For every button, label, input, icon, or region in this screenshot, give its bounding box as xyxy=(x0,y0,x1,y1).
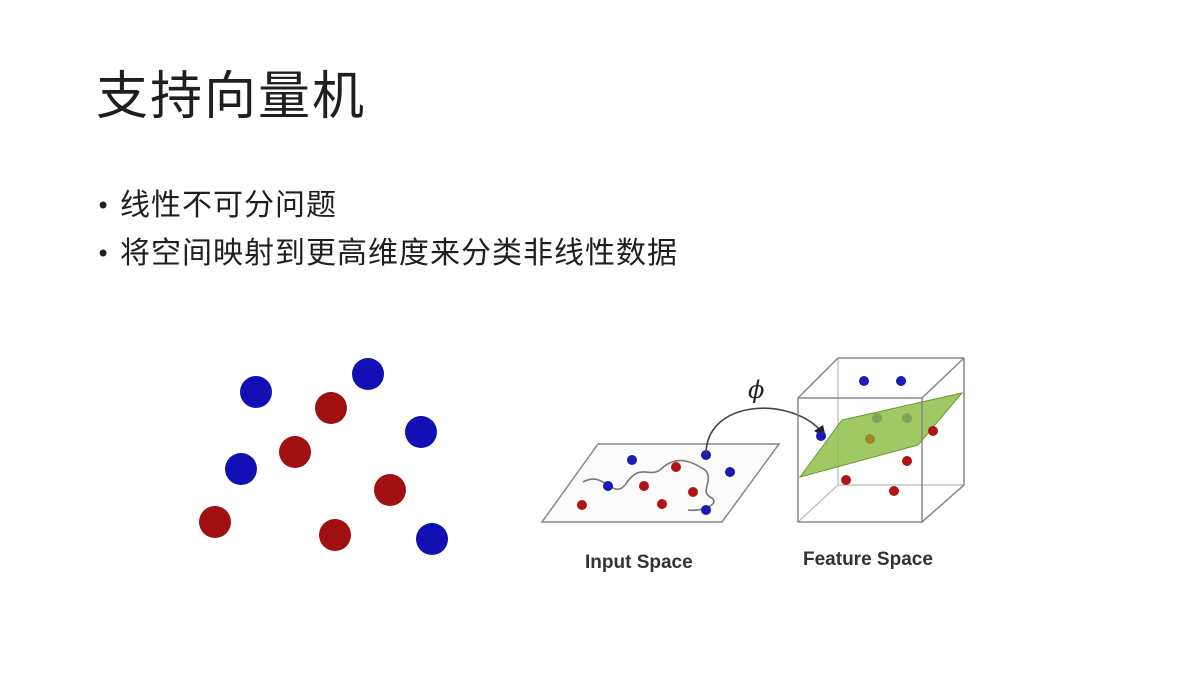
red-point xyxy=(865,434,875,444)
blue-point xyxy=(896,376,906,386)
red-point xyxy=(315,392,347,424)
red-point xyxy=(889,486,899,496)
bullet-list: 线性不可分问题 将空间映射到更高维度来分类非线性数据 xyxy=(96,182,678,278)
phi-symbol: ϕ xyxy=(748,376,764,404)
red-point xyxy=(657,499,667,509)
bullet-item: 将空间映射到更高维度来分类非线性数据 xyxy=(96,230,678,278)
blue-point xyxy=(725,467,735,477)
red-point xyxy=(639,481,649,491)
input-plane xyxy=(540,443,781,523)
mapping-arrow: ϕ xyxy=(705,376,826,456)
arrow-head-icon xyxy=(814,425,826,438)
blue-point xyxy=(416,523,448,555)
red-point xyxy=(374,474,406,506)
blue-point xyxy=(902,413,912,423)
cube-front-face xyxy=(797,397,923,523)
blue-point xyxy=(352,358,384,390)
slide-title: 支持向量机 xyxy=(96,67,367,127)
blue-point xyxy=(872,413,882,423)
red-point xyxy=(671,462,681,472)
blue-point xyxy=(405,416,437,448)
feature-space-diagram: Feature Space xyxy=(797,357,965,570)
red-point xyxy=(841,475,851,485)
blue-point xyxy=(816,431,826,441)
red-point xyxy=(319,519,351,551)
decision-curve xyxy=(582,459,715,512)
separating-hyperplane xyxy=(798,392,964,478)
blue-point xyxy=(701,450,711,460)
input-space-diagram: Input Space xyxy=(540,443,781,573)
blue-point xyxy=(701,505,711,515)
blue-point xyxy=(603,481,613,491)
input-space-label: Input Space xyxy=(585,552,693,573)
red-point xyxy=(577,500,587,510)
red-point xyxy=(928,426,938,436)
blue-point xyxy=(627,455,637,465)
red-point xyxy=(902,456,912,466)
blue-point xyxy=(859,376,869,386)
red-point xyxy=(279,436,311,468)
bullet-item: 线性不可分问题 xyxy=(96,182,678,230)
blue-point xyxy=(225,453,257,485)
scatter-plot xyxy=(199,358,448,555)
red-point xyxy=(688,487,698,497)
blue-point xyxy=(240,376,272,408)
feature-space-label: Feature Space xyxy=(803,549,933,570)
red-point xyxy=(199,506,231,538)
